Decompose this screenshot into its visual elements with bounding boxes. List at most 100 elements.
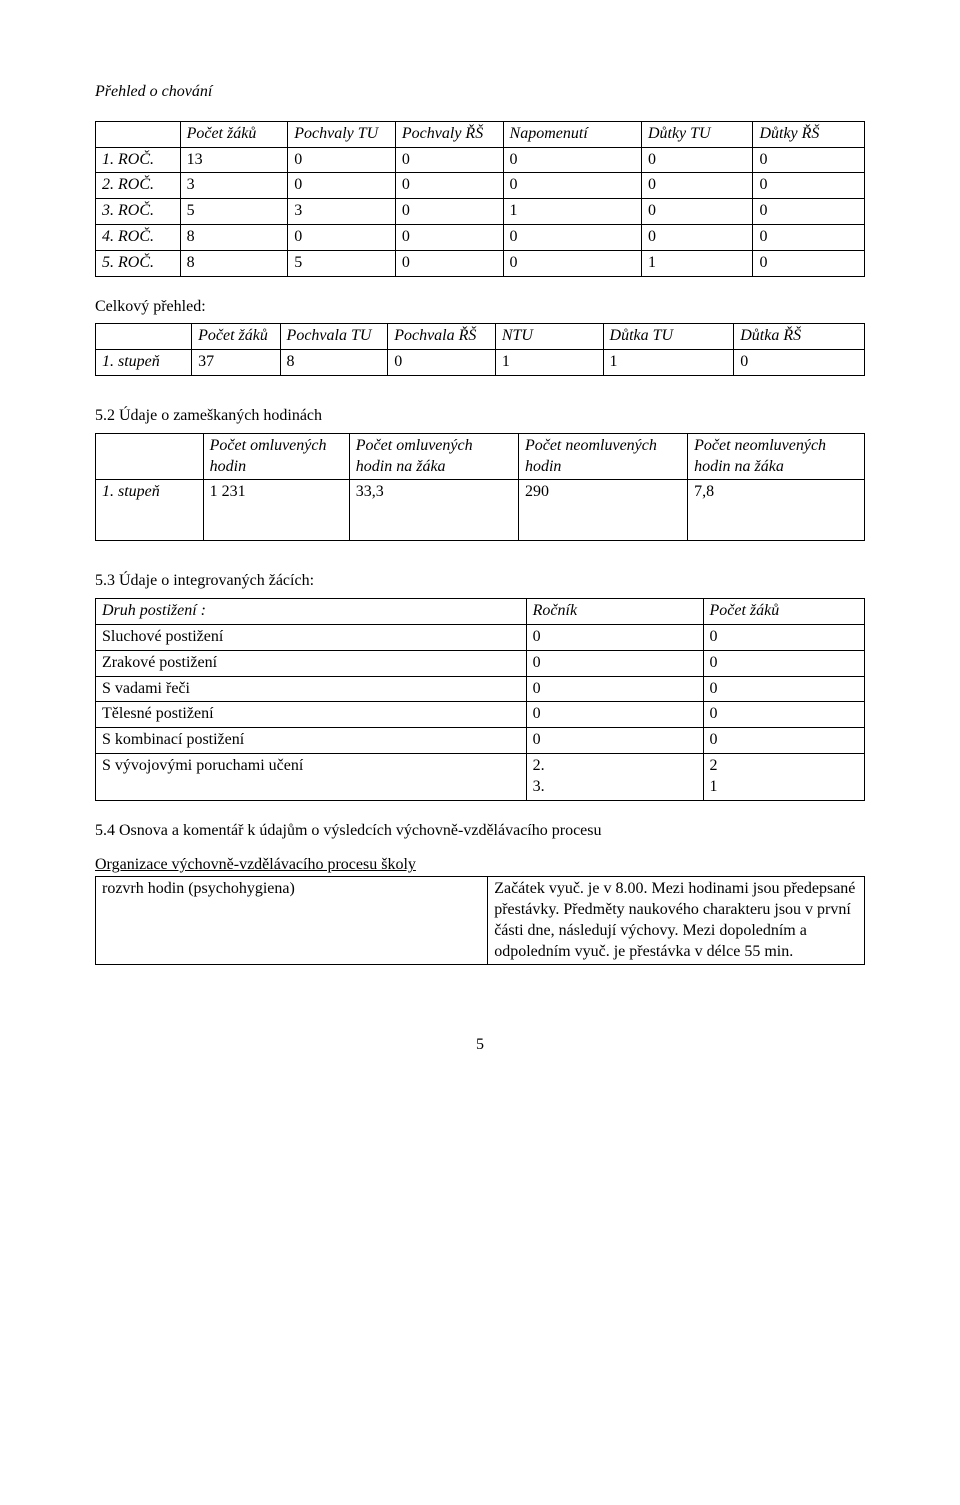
td: 0 bbox=[395, 250, 503, 276]
td: 0 bbox=[395, 147, 503, 173]
td: 1 bbox=[495, 350, 603, 376]
td: 13 bbox=[180, 147, 288, 173]
th: Pochvaly ŘŠ bbox=[395, 121, 503, 147]
th: Pochvala ŘŠ bbox=[388, 324, 496, 350]
table-row: 4. ROČ. 8 0 0 0 0 0 bbox=[96, 224, 865, 250]
td: 0 bbox=[703, 702, 865, 728]
td: 1 bbox=[641, 250, 753, 276]
td: S vývojovými poruchami učení bbox=[96, 753, 527, 800]
table-row: 3. ROČ. 5 3 0 1 0 0 bbox=[96, 199, 865, 225]
td: 0 bbox=[288, 147, 396, 173]
page-number: 5 bbox=[95, 1035, 865, 1056]
th: NTU bbox=[495, 324, 603, 350]
th: Počet žáků bbox=[192, 324, 280, 350]
table-header-row: Počet omluvených hodin Počet omluvených … bbox=[96, 433, 865, 480]
td: 0 bbox=[526, 650, 703, 676]
td: 3. ROČ. bbox=[96, 199, 181, 225]
td: 5 bbox=[180, 199, 288, 225]
td: 33,3 bbox=[349, 480, 518, 541]
td: 0 bbox=[753, 199, 865, 225]
td: 4. ROČ. bbox=[96, 224, 181, 250]
td: S vadami řeči bbox=[96, 676, 527, 702]
table-row: 2. ROČ. 3 0 0 0 0 0 bbox=[96, 173, 865, 199]
th: Počet neomluvených hodin na žáka bbox=[688, 433, 865, 480]
heading-summary: Celkový přehled: bbox=[95, 297, 865, 318]
td: 0 bbox=[641, 173, 753, 199]
td: S kombinací postižení bbox=[96, 728, 527, 754]
td: 8 bbox=[180, 250, 288, 276]
td: 0 bbox=[753, 250, 865, 276]
td: 1 bbox=[603, 350, 734, 376]
td: 3 bbox=[180, 173, 288, 199]
th bbox=[96, 433, 204, 480]
table-row: 5. ROČ. 8 5 0 0 1 0 bbox=[96, 250, 865, 276]
td: 0 bbox=[503, 224, 641, 250]
td: 0 bbox=[526, 728, 703, 754]
th: Ročník bbox=[526, 599, 703, 625]
table-row: S kombinací postižení 0 0 bbox=[96, 728, 865, 754]
th: Druh postižení : bbox=[96, 599, 527, 625]
th: Důtka TU bbox=[603, 324, 734, 350]
td: 5 bbox=[288, 250, 396, 276]
td: 7,8 bbox=[688, 480, 865, 541]
td: 1. stupeň bbox=[96, 480, 204, 541]
th: Důtka ŘŠ bbox=[734, 324, 865, 350]
table-row: Sluchové postižení 0 0 bbox=[96, 624, 865, 650]
td: 37 bbox=[192, 350, 280, 376]
td: Zrakové postižení bbox=[96, 650, 527, 676]
table-row: 1. stupeň 37 8 0 1 1 0 bbox=[96, 350, 865, 376]
table-row: S vývojovými poruchami učení 2. 3. 2 1 bbox=[96, 753, 865, 800]
th: Napomenutí bbox=[503, 121, 641, 147]
th: Pochvala TU bbox=[280, 324, 388, 350]
table-header-row: Počet žáků Pochvaly TU Pochvaly ŘŠ Napom… bbox=[96, 121, 865, 147]
td: 0 bbox=[388, 350, 496, 376]
table-row: S vadami řeči 0 0 bbox=[96, 676, 865, 702]
td: Tělesné postižení bbox=[96, 702, 527, 728]
td: 2. ROČ. bbox=[96, 173, 181, 199]
heading-5-4: 5.4 Osnova a komentář k údajům o výsledc… bbox=[95, 821, 865, 842]
table-row: Zrakové postižení 0 0 bbox=[96, 650, 865, 676]
table-org: rozvrh hodin (psychohygiena) Začátek vyu… bbox=[95, 876, 865, 965]
td: 0 bbox=[503, 147, 641, 173]
td: 0 bbox=[503, 173, 641, 199]
heading-overview: Přehled o chování bbox=[95, 82, 865, 103]
td: 0 bbox=[641, 147, 753, 173]
th: Počet žáků bbox=[703, 599, 865, 625]
th: Počet omluvených hodin na žáka bbox=[349, 433, 518, 480]
heading-5-3: 5.3 Údaje o integrovaných žácích: bbox=[95, 571, 865, 592]
td: 1. ROČ. bbox=[96, 147, 181, 173]
td: Sluchové postižení bbox=[96, 624, 527, 650]
td: 0 bbox=[526, 676, 703, 702]
td: Začátek vyuč. je v 8.00. Mezi hodinami j… bbox=[488, 877, 865, 965]
th bbox=[96, 121, 181, 147]
td: 0 bbox=[753, 173, 865, 199]
heading-5-2: 5.2 Údaje o zameškaných hodinách bbox=[95, 406, 865, 427]
td: 0 bbox=[703, 624, 865, 650]
td: 0 bbox=[503, 250, 641, 276]
heading-org: Organizace výchovně-vzdělávacího procesu… bbox=[95, 855, 865, 876]
td: 8 bbox=[180, 224, 288, 250]
table-row: rozvrh hodin (psychohygiena) Začátek vyu… bbox=[96, 877, 865, 965]
th: Pochvaly TU bbox=[288, 121, 396, 147]
td: 0 bbox=[526, 702, 703, 728]
td: 0 bbox=[703, 676, 865, 702]
table-integrated: Druh postižení : Ročník Počet žáků Sluch… bbox=[95, 598, 865, 800]
table-row: Tělesné postižení 0 0 bbox=[96, 702, 865, 728]
td: 3 bbox=[288, 199, 396, 225]
td: 0 bbox=[753, 147, 865, 173]
table-summary: Počet žáků Pochvala TU Pochvala ŘŠ NTU D… bbox=[95, 323, 865, 376]
td: 2. 3. bbox=[526, 753, 703, 800]
td: 8 bbox=[280, 350, 388, 376]
th: Důtky TU bbox=[641, 121, 753, 147]
table-behavior: Počet žáků Pochvaly TU Pochvaly ŘŠ Napom… bbox=[95, 121, 865, 277]
td: 0 bbox=[395, 199, 503, 225]
table-row: 1. stupeň 1 231 33,3 290 7,8 bbox=[96, 480, 865, 541]
table-row: 1. ROČ. 13 0 0 0 0 0 bbox=[96, 147, 865, 173]
td: 290 bbox=[518, 480, 687, 541]
td: 1 231 bbox=[203, 480, 349, 541]
th: Důtky ŘŠ bbox=[753, 121, 865, 147]
th: Počet žáků bbox=[180, 121, 288, 147]
td: 0 bbox=[288, 224, 396, 250]
td: 5. ROČ. bbox=[96, 250, 181, 276]
td: 0 bbox=[753, 224, 865, 250]
